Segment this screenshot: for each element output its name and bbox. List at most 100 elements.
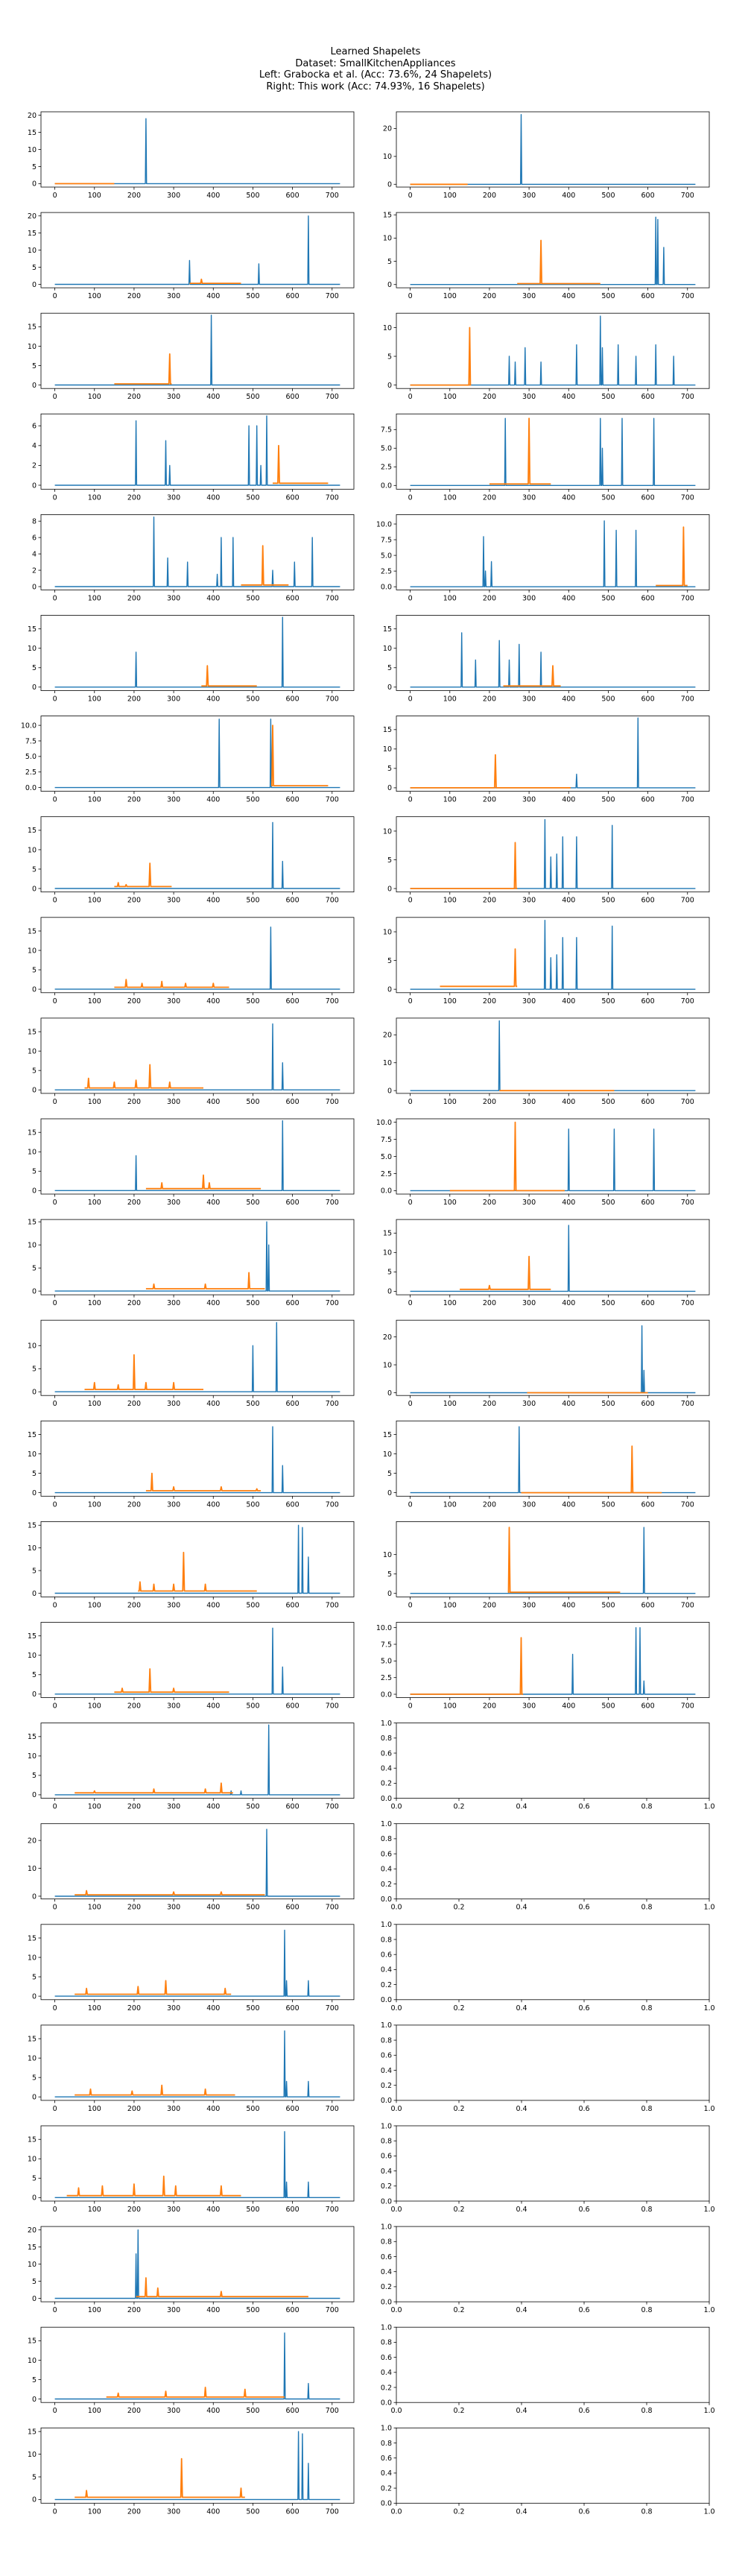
time-series-line — [54, 2229, 340, 2299]
x-tick-label: 100 — [88, 695, 101, 704]
x-tick-label: 400 — [206, 1299, 220, 1307]
y-tick-label: 0.0 — [381, 1996, 392, 2004]
x-tick-label: 500 — [601, 1199, 615, 1207]
axes-frame — [396, 514, 710, 590]
x-tick-label: 100 — [88, 493, 101, 502]
x-tick-label: 1.0 — [703, 1803, 714, 1811]
subplot-r1-c2: 0 100 200 300 400 500 600 700 0 10 20 — [383, 111, 710, 200]
y-tick-label: 10 — [28, 1047, 37, 1055]
subplot-r1-c1: 0 100 200 300 400 500 600 700 0 5 10 15 20 — [28, 111, 355, 200]
x-tick-label: 700 — [326, 1299, 339, 1307]
y-tick-label: 15 — [28, 230, 37, 238]
x-tick-label: 300 — [167, 2105, 180, 2113]
shapelet-line — [241, 545, 289, 586]
y-tick-label: 10 — [383, 1551, 392, 1559]
x-tick-label: 700 — [326, 1400, 339, 1408]
x-tick-label: 100 — [88, 1904, 101, 1912]
title-line-3: Left: Grabocka et al. (Acc: 73.6%, 24 Sh… — [259, 69, 492, 80]
x-tick-label: 100 — [88, 1702, 101, 1711]
x-tick-label: 100 — [88, 1098, 101, 1106]
x-tick-label: 700 — [681, 796, 694, 804]
x-tick-label: 500 — [601, 695, 615, 704]
x-tick-label: 700 — [681, 594, 694, 602]
axes-frame — [40, 2226, 355, 2302]
subplot-r17-c2: 0.00.0 0.2 0.2 0.4 0.4 0.6 0.6 0.8 0.8 1.0 1.0 — [381, 1720, 715, 1811]
y-tick-label: 0.6 — [381, 1749, 392, 1758]
x-tick-label: 100 — [88, 2306, 101, 2314]
x-tick-label: 700 — [326, 897, 339, 905]
x-tick-label: 200 — [127, 2407, 141, 2415]
x-tick-label: 700 — [326, 2507, 339, 2516]
x-tick-label: 300 — [167, 2306, 180, 2314]
x-tick-label: 100 — [443, 292, 457, 300]
subplot-r11-c2: 0 100 200 300 400 500 600 700 0.0 2.5 5.0 7.5 10.0 — [376, 1118, 710, 1207]
y-tick-label: 0.6 — [381, 2253, 392, 2261]
x-tick-label: 300 — [167, 1199, 180, 1207]
x-tick-label: 400 — [206, 2306, 220, 2314]
subplot-r9-c2: 0 100 200 300 400 500 600 700 0 5 10 — [383, 917, 710, 1006]
y-tick-label: 10 — [28, 947, 37, 955]
y-tick-label: 15 — [28, 927, 37, 935]
subplot-r10-c2: 0 100 200 300 400 500 600 700 0 10 20 — [383, 1017, 710, 1106]
x-tick-label: 500 — [246, 1299, 259, 1307]
x-tick-label: 600 — [286, 1702, 300, 1711]
y-tick-label: 10 — [383, 1361, 392, 1369]
x-tick-label: 100 — [88, 2206, 101, 2214]
x-tick-label: 0 — [53, 1702, 57, 1711]
y-tick-label: 0 — [32, 885, 37, 893]
x-tick-label: 400 — [562, 897, 575, 905]
x-tick-label: 0.6 — [578, 1904, 589, 1912]
x-tick-label: 500 — [601, 393, 615, 401]
x-tick-label: 100 — [88, 1400, 101, 1408]
x-tick-label: 300 — [522, 1098, 536, 1106]
x-tick-label: 0 — [53, 1803, 57, 1811]
x-tick-label: 100 — [88, 2105, 101, 2113]
x-tick-label: 0.2 — [453, 2206, 464, 2214]
y-tick-label: 5 — [32, 264, 37, 272]
x-tick-label: 600 — [286, 796, 300, 804]
time-series-line — [54, 1627, 340, 1695]
x-tick-label: 0.6 — [578, 2004, 589, 2012]
x-tick-label: 400 — [206, 1904, 220, 1912]
x-tick-label: 0.2 — [453, 2306, 464, 2314]
x-tick-label: 300 — [167, 594, 180, 602]
y-tick-label: 4 — [32, 442, 37, 450]
x-tick-label: 500 — [601, 1400, 615, 1408]
x-tick-label: 0.2 — [453, 2004, 464, 2012]
axes-frame — [396, 413, 710, 490]
subplot-r19-c1: 0 100 200 300 400 500 600 700 0 5 10 15 — [28, 1924, 355, 2012]
time-series-line — [410, 417, 696, 486]
y-tick-label: 0.0 — [381, 583, 392, 591]
y-tick-label: 5 — [32, 2074, 37, 2082]
axes-frame — [40, 413, 355, 490]
y-tick-label: 5 — [32, 2278, 37, 2286]
y-tick-label: 5 — [32, 163, 37, 171]
x-tick-label: 0.8 — [641, 2507, 652, 2516]
x-tick-label: 400 — [206, 1702, 220, 1711]
y-tick-label: 0.2 — [381, 2384, 392, 2392]
y-tick-label: 10 — [383, 745, 392, 754]
x-tick-label: 700 — [326, 2407, 339, 2415]
axes-frame — [40, 1521, 355, 1597]
x-tick-label: 200 — [127, 1904, 141, 1912]
y-tick-label: 0.0 — [381, 2197, 392, 2206]
x-tick-label: 0 — [408, 393, 413, 401]
axes-frame — [396, 1622, 710, 1698]
y-tick-label: 0 — [32, 1287, 37, 1295]
x-tick-label: 300 — [522, 897, 536, 905]
y-tick-label: 0.4 — [381, 2469, 392, 2478]
x-tick-label: 300 — [522, 1299, 536, 1307]
x-tick-label: 0 — [408, 997, 413, 1006]
y-tick-label: 0 — [32, 1791, 37, 1799]
x-tick-label: 600 — [286, 192, 300, 200]
x-tick-label: 100 — [88, 1803, 101, 1811]
shapelet-line — [75, 1890, 265, 1895]
shapelet-line — [201, 665, 257, 687]
x-tick-label: 300 — [167, 1500, 180, 1509]
x-tick-label: 600 — [286, 2206, 300, 2214]
y-tick-label: 20 — [383, 1032, 392, 1040]
x-tick-label: 100 — [88, 796, 101, 804]
x-tick-label: 0.4 — [516, 2004, 527, 2012]
x-tick-label: 400 — [206, 897, 220, 905]
x-tick-label: 600 — [286, 2407, 300, 2415]
